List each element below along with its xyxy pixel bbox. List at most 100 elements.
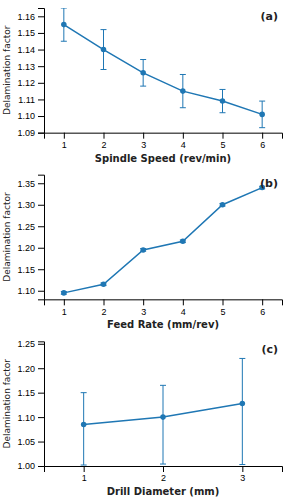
point (220, 98, 226, 104)
y-axis-line (38, 9, 45, 134)
tick-label: 1.20 (17, 243, 35, 253)
x-axis: 1 2 3 4 5 6 (45, 133, 283, 150)
point (160, 414, 166, 420)
tick-mark (38, 248, 44, 249)
point (61, 290, 67, 296)
tick: 1 (62, 133, 67, 150)
tick-mark (38, 50, 44, 51)
tick-label: 1.09 (17, 128, 35, 138)
tick-mark (38, 344, 44, 345)
tick: 1 (62, 299, 67, 316)
tick-mark (38, 205, 44, 206)
tick-label: 1.25 (17, 339, 35, 349)
x-axis-line (45, 467, 283, 473)
y-axis-line (38, 175, 45, 300)
panel: 1234561.101.151.201.251.301.35Feed Rate … (2, 175, 283, 330)
plot-area (61, 8, 265, 128)
x-axis-title: Feed Rate (mm/rev) (107, 319, 219, 330)
x-axis: 123456 (45, 299, 283, 316)
point (180, 88, 186, 94)
tick-mark (38, 393, 44, 394)
tick-label: 1.15 (17, 388, 35, 398)
tick-mark (104, 299, 105, 305)
tick-label: 4 (181, 140, 186, 150)
tick-mark (38, 16, 44, 17)
tick: 5 (220, 133, 225, 150)
point (140, 247, 146, 253)
tick: 2 (101, 299, 106, 316)
tick: 5 (220, 299, 225, 316)
tick-label: 1.05 (17, 437, 35, 447)
tick-mark (38, 183, 44, 184)
point (61, 22, 67, 28)
annotation: (c) (261, 343, 278, 356)
tick-label: 3 (141, 140, 146, 150)
panel: 1234561.091.101.111.121.131.141.151.16Sp… (2, 8, 283, 164)
annotation: (a) (261, 10, 278, 23)
y-axis-line (38, 342, 45, 467)
plot-area (81, 358, 246, 465)
tick: 1.15 (17, 388, 44, 398)
tick: 1.12 (17, 78, 44, 88)
error-bar (160, 385, 166, 464)
tick-mark (38, 226, 44, 227)
tick-label: 1.15 (17, 28, 35, 38)
tick-label: 1.25 (17, 222, 35, 232)
tick-label: 1.10 (17, 412, 35, 422)
tick-mark (143, 133, 144, 139)
tick: 1.00 (17, 461, 44, 471)
point (220, 202, 226, 208)
error-bar (239, 358, 245, 464)
tick-label: 6 (260, 140, 265, 150)
tick: 4 (181, 133, 186, 150)
tick-label: 1.16 (17, 12, 35, 22)
tick: 1.25 (17, 339, 44, 349)
tick: 1.30 (17, 200, 44, 210)
x-axis: 123 (45, 466, 283, 483)
tick-mark (242, 466, 243, 472)
tick-label: 1.12 (17, 78, 35, 88)
tick-mark (262, 299, 263, 305)
tick: 1.10 (17, 111, 44, 121)
tick-mark (143, 299, 144, 305)
tick-label: 1 (62, 307, 67, 317)
x-axis-line (45, 300, 283, 305)
tick-label: 1.13 (17, 62, 35, 72)
point (101, 47, 107, 53)
tick-mark (38, 133, 44, 134)
tick-mark (163, 466, 164, 472)
tick-mark (223, 133, 224, 139)
tick: 1.15 (17, 265, 44, 275)
tick-label: 2 (161, 473, 166, 483)
panel: 1231.001.051.101.151.201.25Drill Diamete… (2, 339, 283, 497)
tick-label: 6 (260, 307, 265, 317)
chart: 1234561.091.101.111.121.131.141.151.16Sp… (0, 0, 292, 500)
tick-label: 2 (101, 140, 106, 150)
point (180, 239, 186, 245)
tick-mark (38, 291, 44, 292)
tick-label: 5 (220, 140, 225, 150)
tick-label: 1.14 (17, 45, 35, 55)
error-bar (81, 393, 87, 465)
y-axis: 1.001.051.101.151.201.25 (17, 339, 44, 471)
tick: 1.13 (17, 62, 44, 72)
tick: 6 (260, 299, 265, 316)
tick: 1.15 (17, 28, 44, 38)
point (240, 401, 246, 407)
tick-label: 1 (82, 473, 87, 483)
y-axis: 1.09 1.10 1.11 1.12 1.13 1.14 1.15 1.16 (17, 9, 44, 139)
tick: 1 (82, 466, 87, 483)
tick-label: 1.30 (17, 200, 35, 210)
tick-label: 1.10 (17, 111, 35, 121)
tick: 2 (161, 466, 166, 483)
tick-label: 1.35 (17, 179, 35, 189)
tick: 1.35 (17, 179, 44, 189)
annotation: (b) (260, 177, 278, 190)
tick-mark (262, 133, 263, 139)
tick-label: 1.11 (18, 95, 35, 105)
line (84, 403, 243, 424)
error-bar (61, 8, 67, 41)
point (101, 282, 107, 288)
tick-mark (38, 33, 44, 34)
tick-mark (38, 466, 44, 467)
